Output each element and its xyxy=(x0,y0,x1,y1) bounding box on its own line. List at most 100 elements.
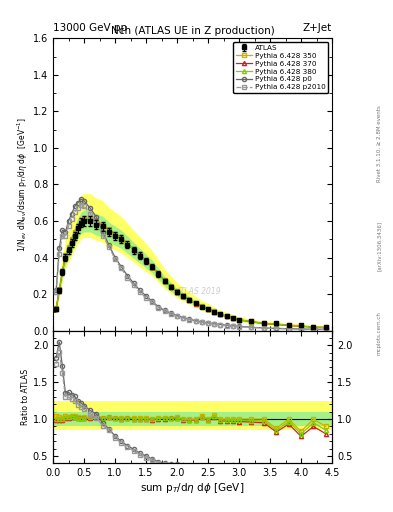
Pythia 6.428 380 xyxy=(131,247,136,253)
Pythia 6.428 380 xyxy=(156,270,161,276)
Line: Pythia 6.428 380: Pythia 6.428 380 xyxy=(54,217,328,330)
Pythia 6.428 350 xyxy=(63,252,68,258)
Pythia 6.428 p0 xyxy=(218,322,223,328)
Text: ATLAS 2019: ATLAS 2019 xyxy=(175,287,221,295)
Pythia 6.428 p0 xyxy=(249,324,254,330)
Pythia 6.428 380 xyxy=(299,323,303,329)
Pythia 6.428 p2010 xyxy=(119,265,124,271)
Pythia 6.428 p0 xyxy=(162,307,167,313)
Pythia 6.428 350 xyxy=(218,311,223,317)
Y-axis label: 1/N$_{ev}$ dN$_{ev}$/dsum p$_T$/d$\eta$ d$\phi$  [GeV$^{-1}$]: 1/N$_{ev}$ dN$_{ev}$/dsum p$_T$/d$\eta$ … xyxy=(16,117,30,252)
Line: Pythia 6.428 350: Pythia 6.428 350 xyxy=(54,216,328,329)
Pythia 6.428 380 xyxy=(323,325,328,331)
Pythia 6.428 350 xyxy=(311,324,316,330)
Pythia 6.428 350 xyxy=(69,236,74,242)
Pythia 6.428 380 xyxy=(69,237,74,243)
Pythia 6.428 370 xyxy=(200,303,204,309)
Pythia 6.428 350 xyxy=(286,322,291,328)
Pythia 6.428 p2010 xyxy=(138,289,142,295)
Pythia 6.428 370 xyxy=(299,323,303,329)
Pythia 6.428 p0 xyxy=(75,200,80,206)
Pythia 6.428 350 xyxy=(72,229,77,235)
Pythia 6.428 380 xyxy=(200,303,204,309)
Pythia 6.428 370 xyxy=(150,264,154,270)
Pythia 6.428 370 xyxy=(212,309,217,315)
Pythia 6.428 350 xyxy=(60,268,65,274)
Pythia 6.428 380 xyxy=(94,218,99,224)
Pythia 6.428 370 xyxy=(94,218,99,224)
Pythia 6.428 380 xyxy=(311,324,316,330)
Pythia 6.428 p2010 xyxy=(237,324,241,330)
Pythia 6.428 350 xyxy=(323,324,328,330)
Pythia 6.428 380 xyxy=(169,283,173,289)
Pythia 6.428 p0 xyxy=(299,326,303,332)
Pythia 6.428 380 xyxy=(175,289,180,295)
Pythia 6.428 350 xyxy=(57,286,62,292)
Pythia 6.428 370 xyxy=(193,301,198,307)
Pythia 6.428 350 xyxy=(175,288,180,294)
Pythia 6.428 380 xyxy=(75,223,80,229)
Pythia 6.428 p0 xyxy=(79,196,83,202)
Pythia 6.428 p2010 xyxy=(212,321,217,327)
Pythia 6.428 p0 xyxy=(144,293,149,299)
Pythia 6.428 p0 xyxy=(286,326,291,332)
Pythia 6.428 350 xyxy=(206,306,210,312)
Pythia 6.428 p0 xyxy=(323,326,328,332)
Pythia 6.428 p2010 xyxy=(156,305,161,311)
Pythia 6.428 350 xyxy=(299,323,303,329)
Pythia 6.428 350 xyxy=(88,215,93,221)
Pythia 6.428 350 xyxy=(212,308,217,314)
Pythia 6.428 p0 xyxy=(150,298,154,305)
Pythia 6.428 370 xyxy=(237,317,241,323)
Pythia 6.428 370 xyxy=(82,216,86,222)
Pythia 6.428 350 xyxy=(138,252,142,258)
Pythia 6.428 350 xyxy=(119,236,124,242)
Pythia 6.428 p2010 xyxy=(63,232,68,239)
Pythia 6.428 370 xyxy=(138,252,142,259)
Pythia 6.428 p0 xyxy=(88,205,93,211)
Pythia 6.428 370 xyxy=(72,230,77,236)
Pythia 6.428 p0 xyxy=(69,210,74,217)
Pythia 6.428 350 xyxy=(113,231,118,237)
Pythia 6.428 p0 xyxy=(63,229,68,235)
Pythia 6.428 370 xyxy=(224,313,229,319)
Pythia 6.428 p2010 xyxy=(75,205,80,211)
Pythia 6.428 p0 xyxy=(54,287,59,293)
Pythia 6.428 p2010 xyxy=(54,289,59,295)
Pythia 6.428 p2010 xyxy=(94,220,99,226)
Pythia 6.428 p2010 xyxy=(79,202,83,208)
Pythia 6.428 p2010 xyxy=(206,320,210,326)
Pythia 6.428 350 xyxy=(100,222,105,228)
Pythia 6.428 350 xyxy=(231,315,235,321)
Pythia 6.428 380 xyxy=(144,258,149,264)
Pythia 6.428 p2010 xyxy=(169,311,173,317)
Pythia 6.428 350 xyxy=(144,257,149,263)
Pythia 6.428 p0 xyxy=(274,325,279,331)
Pythia 6.428 p2010 xyxy=(150,299,154,305)
Pythia 6.428 p0 xyxy=(119,264,124,270)
Pythia 6.428 380 xyxy=(79,219,83,225)
Pythia 6.428 p0 xyxy=(72,203,77,209)
Pythia 6.428 380 xyxy=(125,240,130,246)
Pythia 6.428 380 xyxy=(57,287,62,293)
Pythia 6.428 p0 xyxy=(125,273,130,279)
Pythia 6.428 370 xyxy=(60,269,65,275)
Pythia 6.428 380 xyxy=(249,318,254,325)
Text: Rivet 3.1.10, ≥ 2.8M events: Rivet 3.1.10, ≥ 2.8M events xyxy=(377,105,382,182)
Pythia 6.428 p2010 xyxy=(181,315,185,321)
Pythia 6.428 p0 xyxy=(60,227,65,233)
Pythia 6.428 380 xyxy=(212,309,217,315)
Pythia 6.428 p2010 xyxy=(231,323,235,329)
Pythia 6.428 p0 xyxy=(107,242,111,248)
Pythia 6.428 370 xyxy=(63,253,68,259)
Pythia 6.428 370 xyxy=(79,219,83,225)
Pythia 6.428 350 xyxy=(200,303,204,309)
Pythia 6.428 p0 xyxy=(66,218,71,224)
Pythia 6.428 370 xyxy=(119,236,124,242)
Pythia 6.428 p2010 xyxy=(224,323,229,329)
Pythia 6.428 p2010 xyxy=(144,294,149,301)
Pythia 6.428 p0 xyxy=(138,287,142,293)
Pythia 6.428 350 xyxy=(181,293,185,299)
Pythia 6.428 370 xyxy=(261,321,266,327)
Pythia 6.428 380 xyxy=(119,236,124,242)
